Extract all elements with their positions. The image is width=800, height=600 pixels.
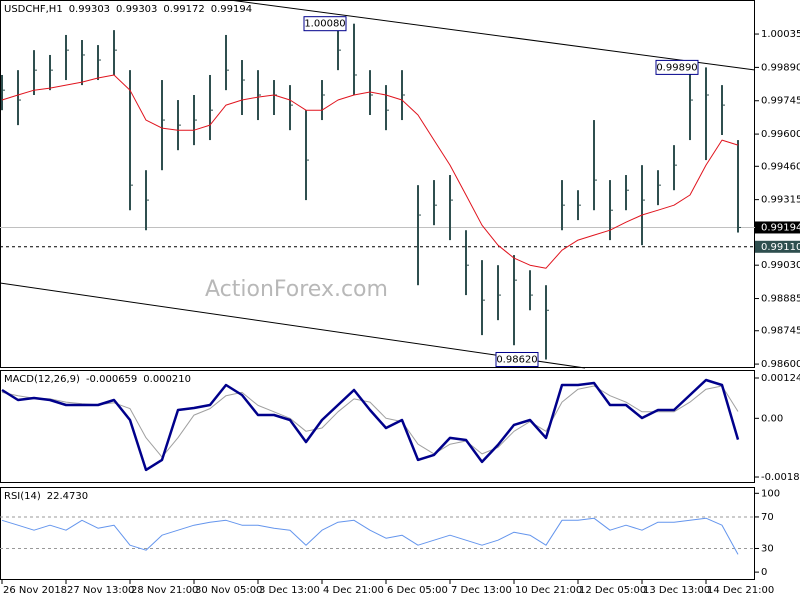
y-tick-label: 0.00: [761, 413, 783, 424]
readout-value: 0.99172: [163, 4, 204, 15]
x-tick-label: 30 Nov 05:00: [195, 585, 262, 596]
support-label-box: [755, 240, 800, 253]
panel-header: MACD(12,26,9) -0.000659 0.000210: [4, 374, 191, 385]
x-tick-label: 12 Dec 05:00: [579, 585, 646, 596]
annotation-label: 1.00080: [304, 19, 345, 30]
annotation-label: 0.99890: [656, 62, 697, 73]
panel-frame: [0, 370, 755, 483]
panel-frame: [0, 487, 755, 580]
panel-header: USDCHF,H1 0.99303 0.99303 0.99172 0.99194: [4, 4, 252, 15]
y-tick-label: 100: [761, 488, 780, 499]
y-tick-label: -0.001815: [761, 472, 800, 483]
readout-value: 0.99303: [69, 4, 110, 15]
y-tick-label: 0.001247: [761, 373, 800, 384]
annotation-box: [303, 16, 347, 32]
y-tick-label: 0.98745: [761, 326, 800, 337]
readout-value: 0.99303: [116, 4, 157, 15]
annotation-label: 0.98620: [496, 354, 537, 365]
y-tick-label: 0.99460: [761, 161, 800, 172]
readout-value: -0.000659: [86, 374, 137, 385]
y-tick-label: 0.99030: [761, 260, 800, 271]
y-tick-label: 1.00035: [761, 29, 800, 40]
panel-title: USDCHF,H1: [4, 4, 63, 15]
series-line: [1, 74, 739, 269]
readout-value: 0.000210: [143, 374, 191, 385]
panel-title: RSI(14): [4, 491, 41, 502]
panel-header: RSI(14) 22.4730: [4, 491, 88, 502]
readout-value: 22.4730: [47, 491, 88, 502]
x-tick-label: 26 Nov 2018: [3, 585, 67, 596]
readout-value: 0.99194: [211, 4, 252, 15]
watermark: ActionForex.com: [205, 277, 388, 302]
y-tick-label: 70: [761, 512, 774, 523]
price-label-box: [755, 221, 800, 234]
x-tick-label: 4 Dec 21:00: [323, 585, 384, 596]
y-tick-label: 0: [761, 567, 767, 578]
y-tick-label: 0.99600: [761, 129, 800, 140]
y-tick-label: 0.99315: [761, 195, 800, 206]
x-tick-label: 10 Dec 21:00: [515, 585, 582, 596]
x-tick-label: 3 Dec 13:00: [259, 585, 320, 596]
annotation-box: [655, 59, 699, 75]
price-label: 0.99194: [761, 222, 800, 233]
x-tick-label: 6 Dec 05:00: [387, 585, 448, 596]
series-line: [1, 517, 739, 555]
series-line: [1, 378, 740, 472]
channel-bottom: [0, 282, 586, 369]
channel-top: [229, 0, 756, 71]
y-tick-label: 30: [761, 543, 774, 554]
x-tick-label: 13 Dec 13:00: [643, 585, 710, 596]
x-tick-label: 7 Dec 13:00: [451, 585, 512, 596]
x-tick-label: 27 Nov 13:00: [67, 585, 134, 596]
support-label: 0.99110: [761, 242, 800, 253]
annotation-box: [495, 351, 539, 367]
series-line: [1, 385, 739, 458]
panel-frame: [0, 0, 755, 368]
x-tick-label: 28 Nov 21:00: [131, 585, 198, 596]
panel-title: MACD(12,26,9): [4, 374, 80, 385]
y-tick-label: 0.98600: [761, 359, 800, 370]
y-tick-label: 0.98885: [761, 294, 800, 305]
y-tick-label: 0.99890: [761, 62, 800, 73]
x-tick-label: 14 Dec 21:00: [707, 585, 774, 596]
y-tick-label: 0.99745: [761, 96, 800, 107]
